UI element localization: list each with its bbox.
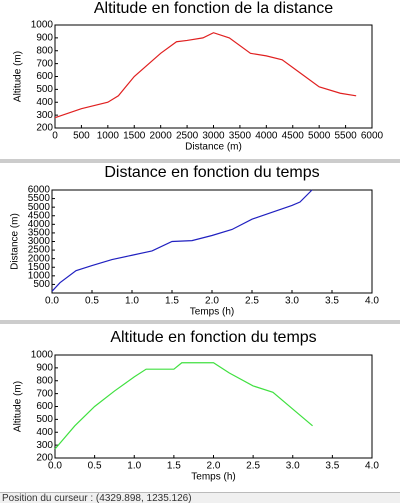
x-tick-label: 2500 [176, 131, 199, 142]
data-line [54, 32, 357, 119]
data-line [54, 362, 313, 450]
x-tick-label: 500 [73, 131, 90, 142]
y-axis-label: Altitude (m) [13, 51, 24, 102]
y-tick-label: 600 [36, 71, 53, 82]
x-tick-label: 0.0 [48, 461, 62, 472]
x-tick-label: 2.5 [246, 461, 260, 472]
x-tick-label: 3500 [229, 131, 252, 142]
x-tick-label: 1.5 [165, 296, 179, 307]
x-tick-label: 5000 [308, 131, 331, 142]
x-tick-label: 2.0 [207, 461, 221, 472]
y-tick-label: 500 [36, 84, 53, 95]
y-tick-label: 900 [36, 33, 53, 44]
y-tick-label: 400 [36, 427, 53, 438]
x-tick-label: 0.0 [45, 296, 59, 307]
y-tick-label: 6000 [28, 185, 51, 196]
status-bar: Position du curseur : (4329.898, 1235.12… [0, 492, 400, 503]
x-tick-label: 2.5 [245, 296, 259, 307]
y-axis-label: Distance (m) [10, 213, 21, 270]
y-tick-label: 4500 [28, 210, 51, 221]
y-tick-label: 5500 [28, 193, 51, 204]
x-tick-label: 4.0 [365, 461, 379, 472]
chart-title: Altitude en fonction de la distance [94, 0, 333, 17]
y-tick-label: 1000 [28, 270, 51, 281]
x-tick-label: 1.0 [127, 461, 141, 472]
y-tick-label: 300 [36, 110, 53, 121]
x-tick-label: 1500 [123, 131, 146, 142]
x-tick-label: 5500 [334, 131, 357, 142]
y-tick-label: 1000 [31, 350, 54, 361]
y-axis-label: Altitude (m) [13, 381, 24, 432]
y-tick-label: 700 [36, 388, 53, 399]
y-tick-label: 300 [36, 440, 53, 451]
x-tick-label: 3.0 [286, 461, 300, 472]
y-tick-label: 2500 [28, 245, 51, 256]
y-tick-label: 4000 [28, 219, 51, 230]
x-tick-label: 3000 [202, 131, 225, 142]
x-axis-label: Temps (h) [190, 307, 234, 318]
x-tick-label: 0.5 [88, 461, 102, 472]
x-tick-label: 1.5 [167, 461, 181, 472]
x-tick-label: 0 [52, 131, 58, 142]
y-tick-label: 500 [33, 279, 50, 290]
plot-frame [54, 24, 373, 129]
y-tick-label: 3000 [28, 236, 51, 247]
x-tick-label: 0.5 [85, 296, 99, 307]
y-tick-label: 200 [36, 123, 53, 134]
x-tick-label: 2000 [150, 131, 173, 142]
y-tick-label: 500 [36, 414, 53, 425]
x-tick-label: 6000 [361, 131, 384, 142]
y-tick-label: 800 [36, 375, 53, 386]
y-tick-label: 2000 [28, 253, 51, 264]
x-tick-label: 4000 [255, 131, 278, 142]
x-tick-label: 1.0 [125, 296, 139, 307]
chart-title: Altitude en fonction du temps [110, 329, 316, 346]
x-tick-label: 3.0 [285, 296, 299, 307]
x-tick-label: 3.5 [325, 461, 339, 472]
y-tick-label: 900 [36, 363, 53, 374]
y-tick-label: 400 [36, 97, 53, 108]
chart-title: Distance en fonction du temps [104, 164, 319, 181]
x-axis-label: Distance (m) [185, 142, 242, 153]
y-tick-label: 700 [36, 58, 53, 69]
plot-frame [54, 354, 373, 459]
x-tick-label: 3.5 [325, 296, 339, 307]
separator [0, 320, 400, 324]
separator [0, 159, 400, 163]
x-tick-label: 2.0 [205, 296, 219, 307]
data-line [51, 189, 313, 292]
y-tick-label: 200 [36, 453, 53, 464]
y-tick-label: 1500 [28, 262, 51, 273]
x-tick-label: 4.0 [365, 296, 379, 307]
y-tick-label: 600 [36, 401, 53, 412]
y-tick-label: 3500 [28, 228, 51, 239]
y-tick-label: 800 [36, 45, 53, 56]
plot-frame [51, 189, 373, 294]
x-tick-label: 4500 [282, 131, 305, 142]
y-tick-label: 1000 [31, 20, 54, 31]
y-tick-label: 5000 [28, 202, 51, 213]
x-tick-label: 1000 [97, 131, 120, 142]
x-axis-label: Temps (h) [191, 472, 235, 483]
